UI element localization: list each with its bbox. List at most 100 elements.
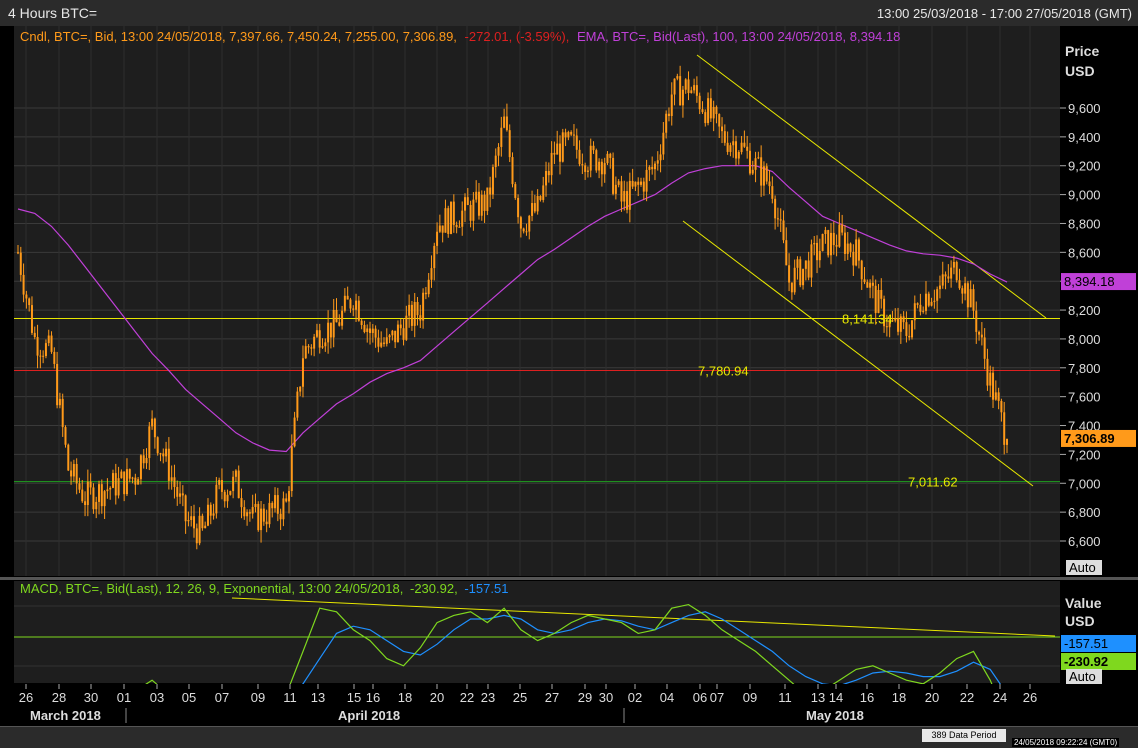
macd-axis-unit: USD: [1065, 613, 1095, 629]
candle-body: [78, 483, 81, 490]
candle-body: [246, 512, 249, 517]
candle-body: [318, 330, 321, 348]
candle-body: [779, 219, 782, 221]
candle-body: [215, 484, 218, 514]
price-tick-label: 8,000: [1068, 332, 1101, 347]
candle-body: [813, 242, 816, 245]
candle-body: [408, 304, 411, 316]
candle-body: [947, 276, 950, 279]
macd-panel: [14, 581, 1060, 683]
candle-body: [402, 328, 405, 340]
candle-body: [670, 94, 673, 117]
candle-body: [924, 293, 927, 311]
candle-body: [240, 498, 243, 508]
candle-body: [966, 283, 969, 308]
price-panel: [14, 26, 1060, 576]
candle-body: [466, 197, 469, 205]
candle-body: [992, 372, 995, 400]
candle-body: [938, 285, 941, 290]
date-range: 13:00 25/03/2018 - 17:00 27/05/2018 (GMT…: [876, 6, 1132, 21]
candle-body: [477, 191, 480, 216]
candle-body: [324, 342, 327, 347]
candle-body: [707, 98, 710, 124]
candle-body: [821, 234, 824, 252]
candle-body: [838, 224, 841, 247]
candle-body: [346, 295, 349, 300]
candle-body: [209, 504, 212, 516]
candle-body: [70, 470, 73, 477]
candle-body: [871, 282, 874, 286]
signal-legend-value: -157.51: [464, 581, 508, 596]
day-label: 09: [251, 690, 265, 705]
macd-legend-value: -230.92,: [410, 581, 458, 596]
candle-body: [349, 299, 352, 309]
candle-body: [542, 185, 545, 200]
day-label: 18: [892, 690, 906, 705]
macd-axis-title: Value: [1065, 595, 1102, 611]
price-auto-button[interactable]: [1066, 560, 1102, 575]
candle-body: [547, 171, 550, 176]
candle-body: [595, 150, 598, 171]
candle-body: [715, 106, 718, 115]
candle-body: [790, 282, 793, 293]
candle-body: [832, 232, 835, 246]
candle-body: [472, 199, 475, 221]
candle-body: [634, 181, 637, 187]
candle-body: [1003, 412, 1006, 445]
price-auto-label: Auto: [1069, 560, 1096, 575]
candle-body: [464, 197, 467, 211]
candle-body: [422, 292, 425, 321]
candle-body: [600, 161, 603, 175]
candle-body: [64, 427, 67, 445]
candle-body: [519, 217, 522, 229]
candle-body: [737, 152, 740, 159]
change-legend: -272.01, (-3.59%),: [465, 29, 570, 44]
candle-body: [980, 334, 983, 338]
macd-legend: MACD, BTC=, Bid(Last), 12, 26, 9, Expone…: [20, 581, 403, 596]
price-tick-label: 8,200: [1068, 303, 1101, 318]
candle-body: [89, 481, 92, 488]
candle-body: [645, 169, 648, 192]
price-axis-title: Price: [1065, 43, 1099, 59]
candle-body: [969, 289, 972, 308]
day-label: 05: [182, 690, 196, 705]
candle-body: [927, 293, 930, 306]
candle-body: [310, 347, 313, 349]
candle-body: [237, 470, 240, 499]
macd-auto-button[interactable]: [1066, 669, 1102, 684]
macd-trendline: [231, 597, 1056, 637]
candle-body: [299, 386, 302, 392]
candle-body: [640, 181, 643, 185]
candle-body: [436, 231, 439, 246]
candle-body: [796, 259, 799, 268]
candle-body: [776, 218, 779, 220]
candle-body: [251, 507, 254, 514]
month-label-april: April 2018: [338, 708, 400, 723]
candle-body: [869, 282, 872, 288]
candle-body: [760, 157, 763, 186]
candle-body: [978, 331, 981, 335]
candle-body: [95, 501, 98, 510]
candle-body: [746, 146, 749, 151]
candle-body: [891, 320, 894, 322]
candle-body: [709, 98, 712, 119]
candle-body: [36, 337, 39, 356]
candle-body: [578, 149, 581, 165]
candle-body: [176, 486, 179, 497]
candle-body: [123, 471, 126, 495]
candle-body: [371, 328, 374, 333]
ema-price-tag: [1061, 273, 1136, 291]
candle-body: [536, 196, 539, 212]
candle-body: [282, 498, 285, 520]
candle-legend: Cndl, BTC=, Bid, 13:00 24/05/2018, 7,397…: [20, 29, 457, 44]
price-tick-label: 6,600: [1068, 534, 1101, 549]
candle-body: [964, 283, 967, 294]
day-label: 06: [693, 690, 707, 705]
day-label: 09: [743, 690, 757, 705]
candle-body: [846, 243, 849, 254]
panel-divider[interactable]: [0, 577, 1138, 580]
candle-body: [517, 197, 520, 218]
candle-body: [723, 131, 726, 143]
candle-body: [84, 501, 87, 505]
candle-body: [589, 145, 592, 171]
